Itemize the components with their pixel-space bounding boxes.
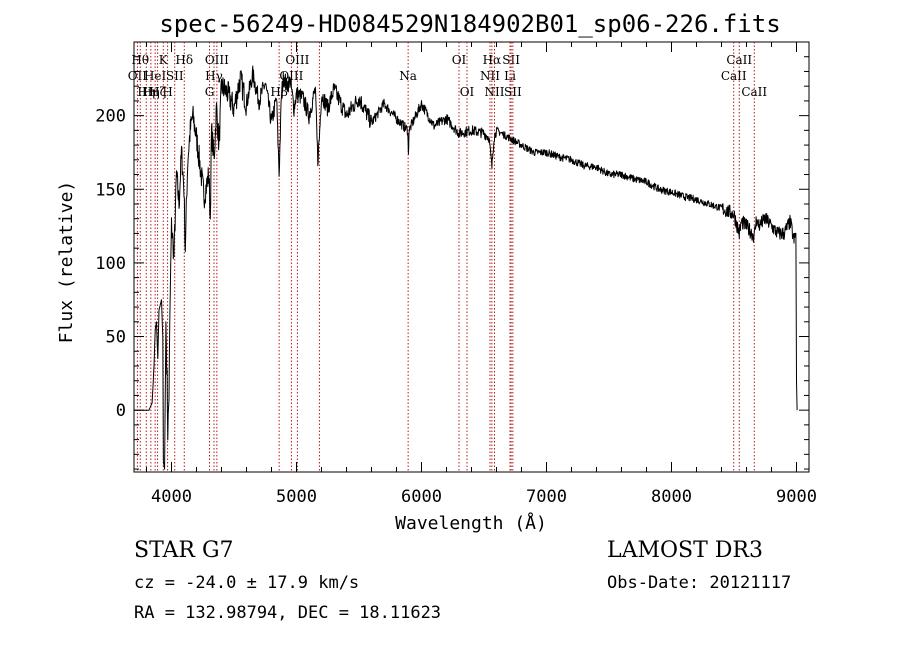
line-label-11: Hγ <box>205 69 223 83</box>
y-tick-label-1: 50 <box>106 328 126 348</box>
object-class: STAR G7 <box>134 538 234 563</box>
line-label-23: Li <box>504 69 516 83</box>
line-markers: OIIHθHηHηHeIHζKHSIIHδGHγOIIIHβOIIIOIIINa… <box>128 42 767 472</box>
line-label-13: Hβ <box>270 85 287 99</box>
line-label-12: OIII <box>205 53 229 67</box>
line-label-26: CaII <box>721 69 747 83</box>
line-label-4: HeI <box>144 69 167 83</box>
line-label-21: Hα <box>483 53 502 67</box>
y-tick-label-3: 150 <box>95 180 126 200</box>
coordinates-readout: RA = 132.98794, DEC = 18.11623 <box>134 603 442 623</box>
line-label-10: G <box>205 85 215 99</box>
x-tick-label-5: 9000 <box>776 487 817 507</box>
line-label-19: OI <box>460 85 475 99</box>
x-tick-label-2: 6000 <box>401 487 442 507</box>
redshift-readout: cz = -24.0 ± 17.9 km/s <box>134 573 360 593</box>
line-label-25: SII <box>504 85 522 99</box>
spectrum-line <box>133 65 798 470</box>
y-tick-label-2: 100 <box>95 254 126 274</box>
line-label-27: CaII <box>726 53 752 67</box>
line-label-5: Hζ <box>149 85 166 99</box>
line-label-15: OIII <box>285 53 309 67</box>
y-axis-label: Flux (relative) <box>56 181 77 344</box>
line-label-6: K <box>159 53 169 67</box>
y-tick-label-0: 0 <box>116 401 126 421</box>
chart-title: spec-56249-HD084529N184902B01_sp06-226.f… <box>159 10 780 38</box>
line-label-0: OII <box>128 69 148 83</box>
y-tick-label-4: 200 <box>95 107 126 127</box>
spectrum-chart: OIIHθHηHηHeIHζKHSIIHδGHγOIIIHβOIIIOIIINa… <box>56 10 817 534</box>
x-tick-label-1: 5000 <box>276 487 317 507</box>
axis-ticks: 4000 5000 6000 7000 8000 9000 0 50 100 150 200 <box>95 42 817 507</box>
spectrum-series <box>133 65 798 470</box>
line-label-8: SII <box>166 69 184 83</box>
line-label-24: SII <box>502 53 520 67</box>
x-tick-label-0: 4000 <box>151 487 192 507</box>
line-label-28: CaII <box>741 85 767 99</box>
line-label-22: NII <box>485 85 505 99</box>
line-label-20: NII <box>480 69 500 83</box>
line-label-18: OI <box>452 53 467 67</box>
x-tick-label-4: 8000 <box>651 487 692 507</box>
observation-date: Obs-Date: 20121117 <box>607 573 792 593</box>
line-label-17: Na <box>399 69 417 83</box>
line-label-7: H <box>162 85 172 99</box>
line-label-9: Hδ <box>175 53 193 67</box>
x-axis-label: Wavelength (Å) <box>395 512 547 534</box>
x-tick-label-3: 7000 <box>526 487 567 507</box>
survey-name: LAMOST DR3 <box>607 538 763 563</box>
plot-frame <box>133 41 810 473</box>
